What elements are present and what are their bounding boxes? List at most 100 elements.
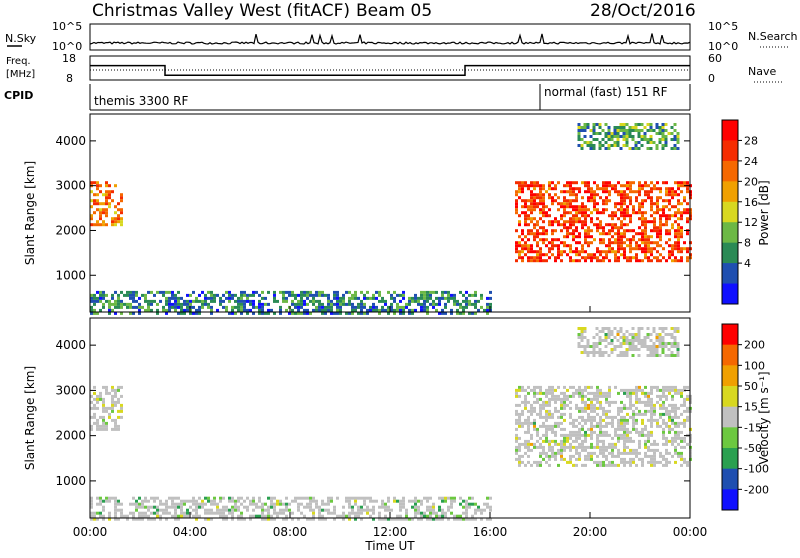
echo-cell [620,400,623,404]
echo-cell [186,511,189,515]
echo-cell [117,499,120,503]
echo-cell [614,445,617,449]
echo-cell [309,502,312,506]
echo-cell [351,305,354,309]
echo-cell [120,223,123,227]
echo-cell [665,385,668,389]
echo-cell [584,229,587,233]
echo-cell [581,406,584,410]
echo-cell [126,293,129,297]
echo-cell [530,217,533,221]
echo-cell [577,129,581,132]
echo-cell [545,439,548,443]
echo-cell [114,517,117,521]
echo-cell [626,427,629,431]
echo-cell [90,505,93,509]
echo-cell [399,502,402,506]
echo-cell [261,302,264,306]
echo-cell [117,202,120,206]
echo-cell [231,514,234,518]
echo-cell [668,199,671,203]
echo-cell [530,247,533,251]
echo-cell [333,508,336,512]
echo-cell [411,517,414,521]
echo-cell [638,187,641,191]
echo-cell [617,244,620,248]
echo-cell [333,511,336,515]
echo-cell [554,421,557,425]
echo-cell [658,141,662,144]
echo-cell [680,412,683,416]
echo-cell [309,496,312,500]
echo-cell [680,454,683,458]
echo-cell [369,296,372,300]
echo-cell [575,433,578,437]
echo-cell [635,430,638,434]
echo-cell [126,517,129,521]
echo-cell [372,508,375,512]
echo-cell [120,508,123,512]
echo-cell [686,187,689,191]
echo-cell [120,196,123,200]
echo-cell [629,250,632,254]
echo-cell [468,311,471,315]
echo-cell [617,250,620,254]
echo-cell [656,424,659,428]
echo-cell [614,253,617,257]
echo-cell [291,302,294,306]
echo-cell [557,409,560,413]
echo-cell [605,433,608,437]
echo-cell [686,442,689,446]
echo-cell [252,299,255,303]
echo-cell [587,184,590,188]
echo-cell [435,308,438,312]
echo-cell [315,499,318,503]
echo-cell [243,290,246,294]
echo-cell [629,202,632,206]
echo-cell [483,508,486,512]
echo-cell [680,451,683,455]
echo-cell [589,351,593,354]
echo-cell [360,517,363,521]
echo-cell [524,205,527,209]
echo-cell [324,308,327,312]
echo-cell [625,138,629,141]
echo-cell [351,311,354,315]
echo-cell [593,196,596,200]
echo-cell [592,336,596,339]
echo-cell [647,400,650,404]
echo-cell [108,190,111,194]
echo-cell [533,394,536,398]
echo-cell [566,394,569,398]
echo-cell [646,354,650,357]
echo-cell [524,199,527,203]
echo-cell [677,250,680,254]
echo-cell [417,299,420,303]
echo-cell [677,454,680,458]
echo-cell [450,505,453,509]
echo-cell [551,451,554,455]
echo-cell [524,388,527,392]
echo-cell [583,336,587,339]
echo-cell [595,132,599,135]
echo-cell [527,187,530,191]
echo-cell [360,308,363,312]
echo-cell [117,508,120,512]
echo-cell [626,184,629,188]
echo-cell [216,293,219,297]
echo-cell [560,406,563,410]
echo-cell [465,299,468,303]
echo-cell [548,400,551,404]
echo-cell [560,427,563,431]
echo-cell [647,190,650,194]
echo-cell [486,517,489,521]
echo-cell [572,418,575,422]
echo-cell [581,397,584,401]
echo-cell [551,430,554,434]
echo-cell [608,403,611,407]
echo-cell [339,299,342,303]
echo-cell [518,190,521,194]
echo-cell [435,302,438,306]
echo-cell [625,342,629,345]
echo-cell [93,181,96,185]
